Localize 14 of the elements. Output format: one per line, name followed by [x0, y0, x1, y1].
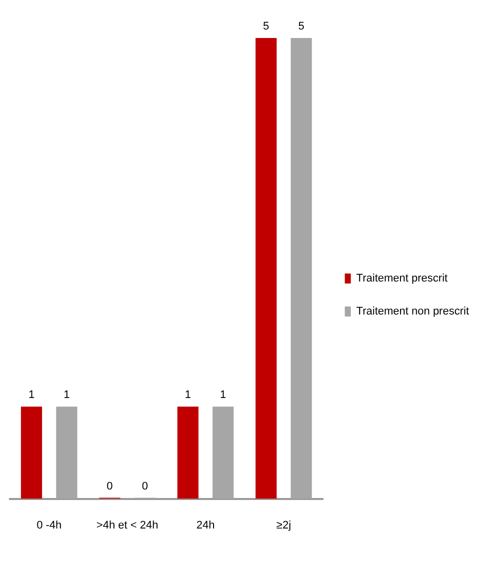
- legend-label: Traitement prescrit: [356, 272, 448, 285]
- x-tick-label: ≥2j: [276, 519, 292, 532]
- data-label: 1: [184, 389, 191, 402]
- data-label: 5: [298, 20, 304, 33]
- x-tick-label: 0 -4h: [36, 519, 62, 532]
- data-label: 1: [220, 389, 226, 402]
- x-tick-label: 24h: [196, 519, 215, 532]
- x-tick-label: >4h et < 24h: [96, 519, 158, 532]
- data-label: 0: [106, 480, 113, 492]
- data-label: 0: [142, 480, 148, 492]
- data-label: 1: [64, 389, 70, 402]
- data-label: 5: [263, 20, 270, 33]
- data-label: 1: [28, 389, 35, 402]
- legend-label: Traitement non prescrit: [356, 306, 470, 318]
